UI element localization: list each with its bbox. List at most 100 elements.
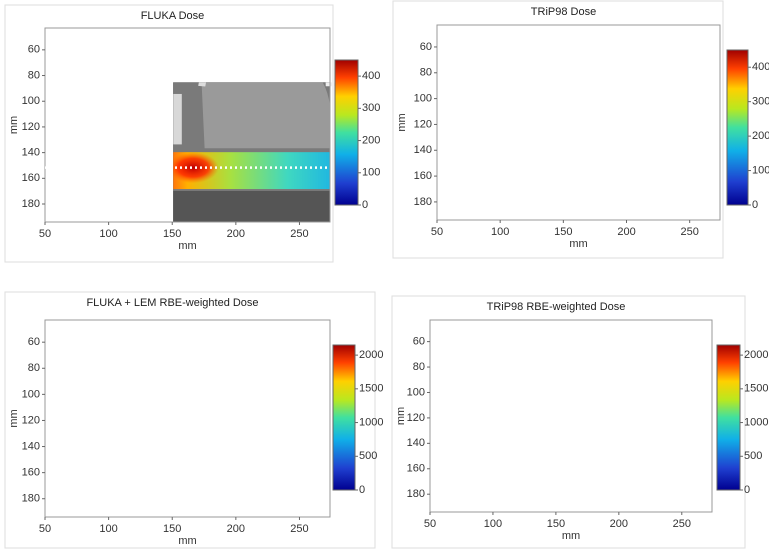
colorbar-label: 300 <box>752 96 769 108</box>
y-tick-label: 80 <box>28 362 40 374</box>
x-tick-label: 150 <box>163 523 181 535</box>
x-tick-label: 100 <box>99 523 117 535</box>
colorbar-label: 200 <box>362 134 380 146</box>
colorbar-label: 500 <box>744 450 762 462</box>
colorbar-label: 200 <box>752 130 769 142</box>
y-tick-label: 180 <box>407 488 425 500</box>
y-tick-label: 160 <box>414 170 432 182</box>
x-tick-label: 50 <box>424 518 436 530</box>
y-tick-label: 80 <box>28 69 40 81</box>
y-tick-label: 160 <box>407 463 425 475</box>
panel: FLUKA + LEM RBE-weighted Dose 50 100 150 200… <box>4 291 383 549</box>
x-tick-label: 250 <box>290 228 308 240</box>
x-axis-label: mm <box>178 240 196 252</box>
x-axis-label: mm <box>569 238 587 250</box>
ct-bone <box>173 93 182 145</box>
panel: FLUKA Dose 50 100 150 200 250 60 80 100 120 140 160… <box>4 4 380 263</box>
x-tick-label: 150 <box>554 226 572 238</box>
panel-frame <box>391 295 746 549</box>
colorbar-label: 1000 <box>359 416 383 428</box>
ct-image <box>173 82 335 223</box>
y-axis-label: mm <box>8 116 20 134</box>
plot-frame <box>429 319 713 513</box>
panel-title: TRiP98 RBE-weighted Dose <box>487 301 626 313</box>
y-axis-label: mm <box>8 409 20 427</box>
x-tick-label: 250 <box>673 518 691 530</box>
y-tick-label: 140 <box>22 147 40 159</box>
y-tick-label: 100 <box>407 386 425 398</box>
y-tick-label: 120 <box>407 412 425 424</box>
y-tick-label: 100 <box>22 95 40 107</box>
y-tick-label: 180 <box>414 196 432 208</box>
y-tick-label: 100 <box>22 388 40 400</box>
colorbar-label: 100 <box>362 167 380 179</box>
x-tick-label: 200 <box>617 226 635 238</box>
panel: TRiP98 Dose 50 100 150 200 250 60 80 100 120 140 16… <box>392 0 769 259</box>
panel-title: FLUKA Dose <box>141 10 205 22</box>
x-tick-label: 100 <box>491 226 509 238</box>
plot-frame <box>44 27 331 223</box>
colorbar-label: 2000 <box>359 349 383 361</box>
x-tick-label: 50 <box>39 228 51 240</box>
x-tick-label: 100 <box>484 518 502 530</box>
x-tick-label: 100 <box>99 228 117 240</box>
y-tick-label: 140 <box>414 144 432 156</box>
plot-frame <box>436 24 721 221</box>
colorbar <box>334 59 359 206</box>
y-axis-label: mm <box>396 113 408 131</box>
y-tick-label: 60 <box>420 41 432 53</box>
colorbar-label: 500 <box>359 450 377 462</box>
x-tick-label: 200 <box>610 518 628 530</box>
y-tick-label: 80 <box>420 67 432 79</box>
y-tick-label: 60 <box>413 336 425 348</box>
y-tick-label: 120 <box>414 118 432 130</box>
y-tick-label: 160 <box>22 172 40 184</box>
colorbar-label: 0 <box>362 199 368 211</box>
x-axis-label: mm <box>178 535 196 547</box>
colorbar-label: 1000 <box>744 416 768 428</box>
panel-frame <box>4 291 376 549</box>
y-tick-label: 140 <box>22 440 40 452</box>
colorbar-label: 1500 <box>744 383 768 395</box>
colorbar <box>332 344 356 491</box>
y-tick-label: 120 <box>22 414 40 426</box>
panel-title: FLUKA + LEM RBE-weighted Dose <box>86 297 258 309</box>
x-tick-label: 200 <box>227 523 245 535</box>
y-tick-label: 160 <box>22 467 40 479</box>
x-tick-label: 150 <box>163 228 181 240</box>
y-tick-label: 80 <box>413 361 425 373</box>
colorbar-label: 0 <box>744 484 750 496</box>
colorbar-label: 300 <box>362 102 380 114</box>
y-tick-label: 140 <box>407 437 425 449</box>
colorbar-label: 400 <box>752 61 769 73</box>
y-tick-label: 100 <box>414 93 432 105</box>
panel-title: TRiP98 Dose <box>531 6 596 18</box>
plot-frame <box>44 319 331 518</box>
x-tick-label: 250 <box>680 226 698 238</box>
x-tick-label: 50 <box>39 523 51 535</box>
colorbar-label: 2000 <box>744 349 768 361</box>
y-tick-label: 180 <box>22 493 40 505</box>
panel-frame <box>392 0 724 259</box>
y-tick-label: 180 <box>22 198 40 210</box>
y-tick-label: 60 <box>28 336 40 348</box>
y-tick-label: 60 <box>28 44 40 56</box>
x-axis-label: mm <box>562 530 580 542</box>
colorbar-label: 400 <box>362 70 380 82</box>
panel: TRiP98 RBE-weighted Dose 50 100 150 200 250 60… <box>391 295 768 549</box>
colorbar-label: 1500 <box>359 383 383 395</box>
x-tick-label: 50 <box>431 226 443 238</box>
x-tick-label: 200 <box>227 228 245 240</box>
colorbar-label: 100 <box>752 164 769 176</box>
colorbar <box>726 49 749 206</box>
y-axis-label: mm <box>395 407 407 425</box>
ct-lower <box>173 190 330 222</box>
colorbar-label: 0 <box>752 199 758 211</box>
ct-brain <box>201 82 330 149</box>
annotation: beam direction <box>57 151 123 163</box>
y-tick-label: 120 <box>22 121 40 133</box>
colorbar <box>716 344 741 491</box>
x-tick-label: 250 <box>290 523 308 535</box>
x-tick-label: 150 <box>547 518 565 530</box>
